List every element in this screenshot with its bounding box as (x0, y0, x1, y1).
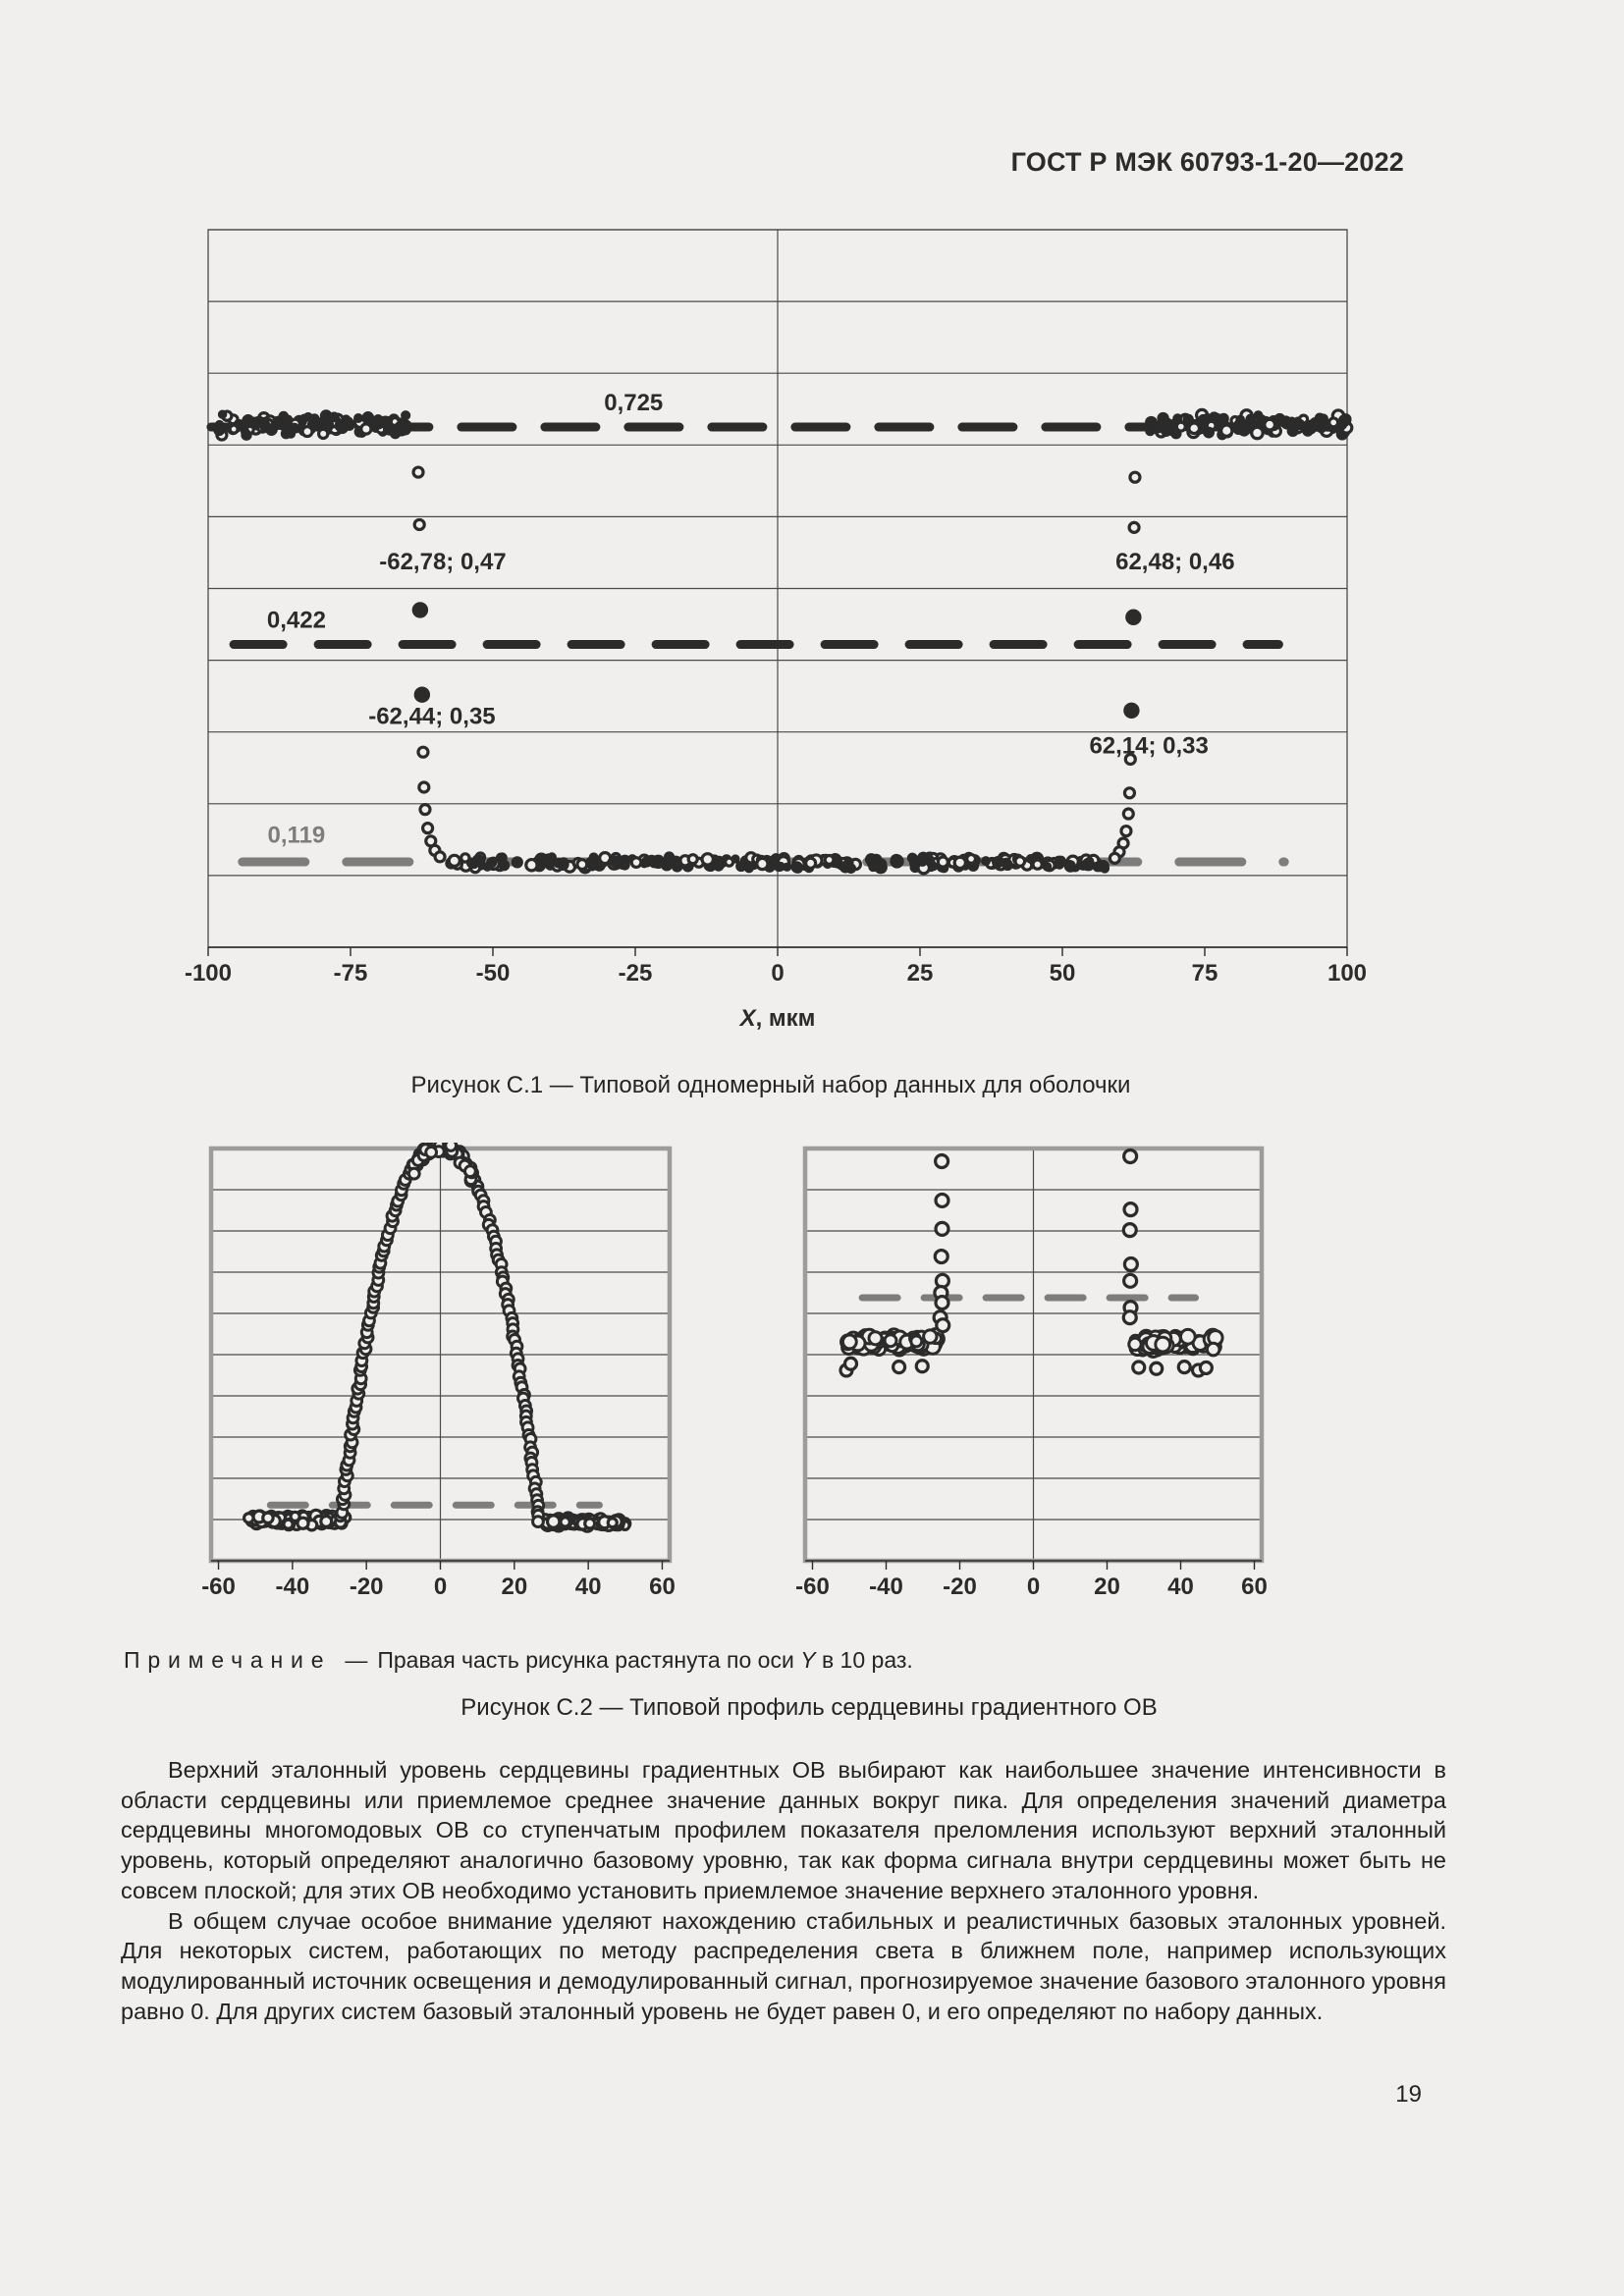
figure-c1-cladding-scan-chart: 0,725 0,422 0,119 -62,78; 0,47 62,48; 0,46 -6… (185, 229, 1367, 1032)
document-title: ГОСТ Р МЭК 60793-1-20—2022 (1010, 147, 1404, 177)
note-label: Примечание (124, 1647, 332, 1673)
note-italic-y: Y (800, 1647, 816, 1673)
figure-c2-caption: Рисунок С.2 — Типовой профиль сердцевины… (460, 1694, 1158, 1721)
svg-text:0,725: 0,725 (604, 390, 663, 416)
svg-text:-62,78; 0,47: -62,78; 0,47 (379, 549, 506, 575)
svg-text:20: 20 (1094, 1574, 1120, 1600)
paragraph-upper-reference-level: Верхний эталонный уровень сердцевины гра… (121, 1757, 1446, 1903)
svg-text:100: 100 (1327, 960, 1367, 987)
note-text: Правая часть рисунка растянута по оси (377, 1647, 801, 1673)
svg-text:-40: -40 (276, 1574, 310, 1600)
svg-text:62,48; 0,46: 62,48; 0,46 (1115, 549, 1234, 575)
figure-c2-stretched-profile-chart: -60 -40 -20 0 20 40 60 (795, 1146, 1268, 1600)
svg-text:-50: -50 (476, 960, 511, 987)
svg-text:-62,44; 0,35: -62,44; 0,35 (368, 704, 495, 730)
svg-text:40: 40 (1167, 1574, 1194, 1600)
svg-text:0: 0 (1027, 1574, 1040, 1600)
svg-text:0,119: 0,119 (268, 822, 326, 848)
figure-c2-core-profile-chart: -60 -40 -20 0 20 40 60 (201, 1143, 676, 1600)
svg-text:-60: -60 (201, 1574, 236, 1600)
figure-c1-caption: Рисунок С.1 — Типовой одномерный набор д… (410, 1072, 1131, 1098)
figure-c2-note: Примечание — Правая часть рисунка растянут… (124, 1647, 913, 1674)
page-number: 19 (1395, 2081, 1422, 2108)
svg-text:-20: -20 (943, 1574, 977, 1600)
svg-text:0: 0 (434, 1574, 447, 1600)
note-text-tail: в 10 раз. (815, 1647, 913, 1673)
note-dash: — (345, 1647, 368, 1673)
svg-text:-25: -25 (619, 960, 653, 987)
svg-text:-40: -40 (869, 1574, 903, 1600)
svg-text:-60: -60 (795, 1574, 830, 1600)
svg-text:-100: -100 (185, 960, 232, 987)
svg-text:60: 60 (649, 1574, 676, 1600)
svg-text:75: 75 (1192, 960, 1218, 987)
svg-text:60: 60 (1241, 1574, 1268, 1600)
svg-text:-75: -75 (334, 960, 368, 987)
body-text: Верхний эталонный уровень сердцевины гра… (121, 1755, 1446, 2026)
svg-text:62,14; 0,33: 62,14; 0,33 (1089, 733, 1208, 760)
svg-text:50: 50 (1050, 960, 1076, 987)
svg-text:25: 25 (907, 960, 934, 987)
svg-text:-20: -20 (350, 1574, 384, 1600)
svg-text:X, мкм: X, мкм (738, 1005, 816, 1032)
svg-text:0: 0 (771, 960, 784, 987)
svg-text:0,422: 0,422 (267, 608, 326, 634)
paragraph-base-reference-level: В общем случае особое внимание уделяют н… (121, 1907, 1446, 2024)
svg-text:20: 20 (501, 1574, 527, 1600)
svg-text:40: 40 (575, 1574, 602, 1600)
